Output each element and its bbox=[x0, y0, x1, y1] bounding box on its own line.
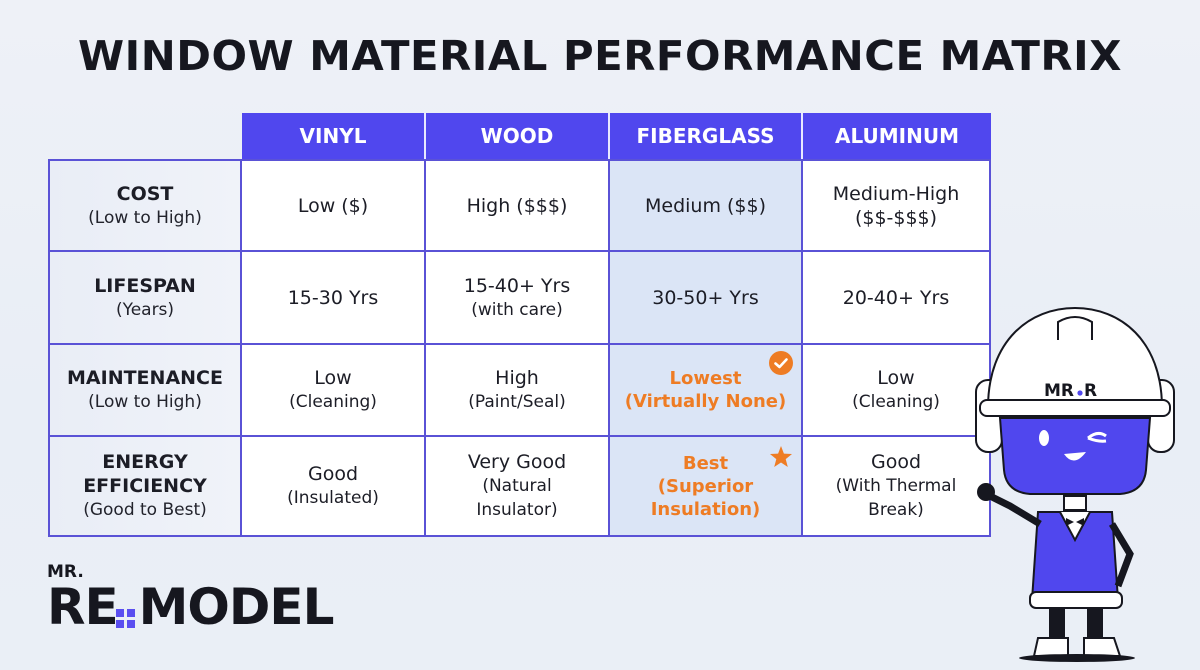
cell-value-detail: (Cleaning) bbox=[852, 392, 940, 412]
cell-energy-aluminum: Good (With Thermal Break) bbox=[803, 437, 991, 537]
cell-value: Very Good bbox=[467, 451, 567, 473]
cell-value: High ($$$) bbox=[466, 194, 568, 217]
row-label-subtitle: (Low to High) bbox=[88, 207, 202, 228]
page-title: WINDOW MATERIAL PERFORMANCE MATRIX bbox=[78, 32, 1122, 80]
cell-value-detail-highlight: (Virtually None) bbox=[624, 391, 787, 412]
robot-mascot-illustration: MR R bbox=[975, 306, 1175, 662]
cell-value-detail-highlight: (Superior bbox=[657, 475, 754, 497]
column-header-fiberglass: FIBERGLASS bbox=[610, 113, 803, 159]
cell-value-detail-highlight-line2: Insulation) bbox=[650, 498, 761, 520]
cell-cost-fiberglass: Medium ($$) bbox=[610, 159, 803, 252]
cell-value: Low bbox=[314, 367, 352, 389]
row-label-title: MAINTENANCE bbox=[67, 367, 223, 389]
cell-cost-wood: High ($$$) bbox=[426, 159, 610, 252]
cell-maintenance-wood: High (Paint/Seal) bbox=[426, 345, 610, 437]
helmet-r-text: R bbox=[1084, 381, 1097, 401]
cell-lifespan-wood: 15-40+ Yrs (with care) bbox=[426, 252, 610, 345]
row-label-subtitle: (Years) bbox=[115, 299, 175, 320]
window-grid-icon bbox=[115, 609, 135, 628]
cell-value-highlight: Best bbox=[682, 452, 729, 474]
cell-value-detail: (Natural bbox=[482, 476, 552, 496]
row-label-title: LIFESPAN bbox=[94, 274, 196, 297]
column-header-wood: WOOD bbox=[426, 113, 610, 159]
cell-lifespan-aluminum: 20-40+ Yrs bbox=[803, 252, 991, 345]
cell-maintenance-fiberglass: Lowest (Virtually None) bbox=[610, 345, 803, 437]
cell-value: Good bbox=[307, 463, 359, 485]
row-label-subtitle: (Low to High) bbox=[88, 392, 202, 412]
row-label-title-line2: EFFICIENCY bbox=[83, 475, 207, 497]
mr-remodel-logo: MR. RE MODEL bbox=[47, 562, 335, 636]
left-eye bbox=[1039, 430, 1049, 446]
cell-value: 15-30 Yrs bbox=[287, 286, 379, 309]
row-label-energy-efficiency: ENERGY EFFICIENCY (Good to Best) bbox=[48, 437, 242, 537]
cell-cost-vinyl: Low ($) bbox=[242, 159, 426, 252]
cell-cost-aluminum: Medium-High ($$-$$$) bbox=[803, 159, 991, 252]
cell-value: High bbox=[495, 367, 539, 389]
cell-value-detail-line2: Insulator) bbox=[476, 500, 558, 520]
row-label-maintenance: MAINTENANCE (Low to High) bbox=[48, 345, 242, 437]
cell-value: 30-50+ Yrs bbox=[652, 286, 759, 309]
cell-value-detail: (with care) bbox=[471, 299, 563, 320]
cell-value-detail: (With Thermal bbox=[835, 476, 957, 496]
row-label-lifespan: LIFESPAN (Years) bbox=[48, 252, 242, 345]
cell-value-highlight: Lowest bbox=[669, 368, 742, 389]
logo-remodel-text: RE MODEL bbox=[47, 578, 335, 636]
helmet-dot bbox=[1077, 390, 1083, 396]
star-icon bbox=[770, 446, 792, 467]
cell-energy-vinyl: Good (Insulated) bbox=[242, 437, 426, 537]
bow-tie bbox=[1066, 518, 1084, 526]
cell-energy-wood: Very Good (Natural Insulator) bbox=[426, 437, 610, 537]
cell-value-detail: (Paint/Seal) bbox=[468, 392, 566, 412]
ground-shadow bbox=[1019, 654, 1135, 662]
cell-value: Medium-High bbox=[832, 182, 960, 205]
cell-energy-fiberglass: Best (Superior Insulation) bbox=[610, 437, 803, 537]
cell-value-detail: (Insulated) bbox=[287, 488, 379, 508]
cell-value: 15-40+ Yrs bbox=[463, 274, 571, 297]
table-corner bbox=[48, 113, 242, 159]
cell-value: Good bbox=[870, 451, 922, 473]
performance-matrix-table: VINYL WOOD FIBERGLASS ALUMINUM COST (Low… bbox=[48, 113, 991, 537]
cell-maintenance-aluminum: Low (Cleaning) bbox=[803, 345, 991, 437]
cell-value-detail: ($$-$$$) bbox=[854, 206, 938, 229]
cell-maintenance-vinyl: Low (Cleaning) bbox=[242, 345, 426, 437]
row-label-cost: COST (Low to High) bbox=[48, 159, 242, 252]
column-header-vinyl: VINYL bbox=[242, 113, 426, 159]
check-circle-icon bbox=[769, 351, 793, 375]
cell-lifespan-vinyl: 15-30 Yrs bbox=[242, 252, 426, 345]
helmet-mr-text: MR bbox=[1044, 381, 1074, 401]
logo-mr-text: MR. bbox=[47, 562, 84, 582]
row-label-title: COST bbox=[116, 182, 174, 205]
column-header-aluminum: ALUMINUM bbox=[803, 113, 991, 159]
smile bbox=[1064, 452, 1086, 461]
cell-value: Low bbox=[877, 367, 915, 389]
cell-value: Low ($) bbox=[297, 194, 369, 217]
winking-eye bbox=[1087, 431, 1107, 443]
row-label-title: ENERGY bbox=[102, 451, 188, 473]
cell-lifespan-fiberglass: 30-50+ Yrs bbox=[610, 252, 803, 345]
logo-text-left: RE bbox=[47, 578, 119, 636]
row-label-subtitle: (Good to Best) bbox=[83, 500, 207, 520]
cell-value-detail-line2: Break) bbox=[868, 500, 924, 520]
logo-text-right: MODEL bbox=[138, 578, 335, 636]
cell-value: 20-40+ Yrs bbox=[842, 286, 950, 309]
cell-value: Medium ($$) bbox=[644, 194, 766, 217]
cell-value-detail: (Cleaning) bbox=[289, 392, 377, 412]
